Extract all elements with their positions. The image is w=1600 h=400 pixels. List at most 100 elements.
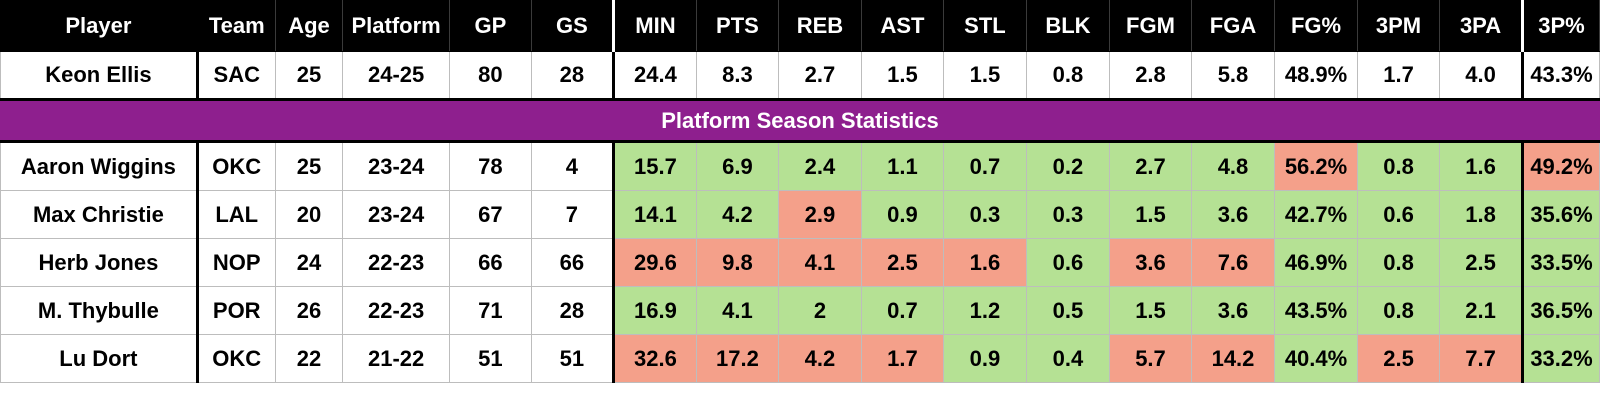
cell-fga: 3.6 (1190, 286, 1276, 335)
col-header-ast[interactable]: AST (860, 0, 944, 52)
col-header-stl[interactable]: STL (942, 0, 1027, 52)
cell-fg-pct: 40.4% (1273, 334, 1359, 383)
cell-gp: 78 (448, 141, 532, 191)
col-header-blk[interactable]: BLK (1025, 0, 1110, 52)
target-cell-ast: 1.5 (860, 51, 944, 101)
cell-player: Max Christie (0, 190, 199, 239)
cell-gs: 28 (530, 286, 614, 335)
cell-stl: 0.9 (942, 334, 1027, 383)
cell-age: 24 (274, 238, 344, 287)
col-header-3pm[interactable]: 3PM (1357, 0, 1441, 52)
target-cell-age: 25 (274, 51, 344, 101)
cell-blk: 0.4 (1025, 334, 1110, 383)
cell-stl: 0.7 (942, 141, 1027, 191)
col-header-3p-pct[interactable]: 3P% (1521, 0, 1600, 52)
col-header-platform[interactable]: Platform (342, 0, 450, 52)
target-cell-reb: 2.7 (777, 51, 862, 101)
section-title: Platform Season Statistics (0, 99, 1600, 143)
col-header-team[interactable]: Team (196, 0, 276, 52)
cell-age: 22 (274, 334, 344, 383)
cell-min: 15.7 (611, 141, 697, 191)
col-header-player[interactable]: Player (0, 0, 199, 52)
cell-ast: 2.5 (860, 238, 944, 287)
cell-min: 32.6 (611, 334, 697, 383)
comparables-body: Aaron Wiggins OKC 25 23-24 78 4 15.7 6.9 2.4 1.1 0… (0, 141, 1600, 383)
cell-fga: 14.2 (1190, 334, 1276, 383)
table-row: Herb Jones NOP 24 22-23 66 66 29.6 9.8 4.1 2.5 1.6… (0, 238, 1600, 287)
cell-stl: 1.6 (942, 238, 1027, 287)
cell-blk: 0.6 (1025, 238, 1110, 287)
col-header-fg-pct[interactable]: FG% (1273, 0, 1359, 52)
table-row: M. Thybulle POR 26 22-23 71 28 16.9 4.1 2 0.7 1.2 0… (0, 286, 1600, 335)
target-cell-blk: 0.8 (1025, 51, 1110, 101)
cell-3pm: 0.6 (1357, 190, 1441, 239)
target-cell-platform: 24-25 (342, 51, 450, 101)
cell-gp: 67 (448, 190, 532, 239)
target-cell-pts: 8.3 (695, 51, 779, 101)
cell-gs: 7 (530, 190, 614, 239)
cell-3pm: 0.8 (1357, 238, 1441, 287)
cell-blk: 0.3 (1025, 190, 1110, 239)
cell-blk: 0.2 (1025, 141, 1110, 191)
col-header-reb[interactable]: REB (777, 0, 862, 52)
cell-team: NOP (196, 238, 276, 287)
cell-blk: 0.5 (1025, 286, 1110, 335)
cell-fg-pct: 56.2% (1273, 141, 1359, 191)
cell-ast: 1.7 (860, 334, 944, 383)
cell-stl: 0.3 (942, 190, 1027, 239)
cell-ast: 0.9 (860, 190, 944, 239)
cell-platform: 23-24 (342, 190, 450, 239)
cell-3p-pct: 33.5% (1521, 238, 1600, 287)
cell-reb: 4.2 (777, 334, 862, 383)
target-cell-gs: 28 (530, 51, 614, 101)
target-cell-3pm: 1.7 (1357, 51, 1441, 101)
col-header-age[interactable]: Age (274, 0, 344, 52)
target-cell-stl: 1.5 (942, 51, 1027, 101)
cell-3pa: 2.5 (1439, 238, 1524, 287)
target-cell-team: SAC (196, 51, 276, 101)
cell-3p-pct: 49.2% (1521, 141, 1600, 191)
cell-fga: 3.6 (1190, 190, 1276, 239)
cell-player: Aaron Wiggins (0, 141, 199, 191)
cell-3pa: 7.7 (1439, 334, 1524, 383)
cell-reb: 2 (777, 286, 862, 335)
cell-reb: 2.9 (777, 190, 862, 239)
cell-ast: 1.1 (860, 141, 944, 191)
cell-3pm: 2.5 (1357, 334, 1441, 383)
target-cell-gp: 80 (448, 51, 532, 101)
cell-player: M. Thybulle (0, 286, 199, 335)
cell-gs: 4 (530, 141, 614, 191)
cell-3pa: 1.6 (1439, 141, 1524, 191)
cell-platform: 23-24 (342, 141, 450, 191)
cell-3pm: 0.8 (1357, 286, 1441, 335)
cell-age: 25 (274, 141, 344, 191)
col-header-3pa[interactable]: 3PA (1439, 0, 1524, 52)
cell-age: 26 (274, 286, 344, 335)
cell-player: Lu Dort (0, 334, 199, 383)
cell-3pa: 1.8 (1439, 190, 1524, 239)
table-row: Max Christie LAL 20 23-24 67 7 14.1 4.2 2.9 0.9 0.… (0, 190, 1600, 239)
cell-fgm: 3.6 (1108, 238, 1192, 287)
cell-3p-pct: 35.6% (1521, 190, 1600, 239)
cell-platform: 22-23 (342, 238, 450, 287)
col-header-pts[interactable]: PTS (695, 0, 779, 52)
cell-team: LAL (196, 190, 276, 239)
col-header-gp[interactable]: GP (448, 0, 532, 52)
col-header-gs[interactable]: GS (530, 0, 614, 52)
table-row: Lu Dort OKC 22 21-22 51 51 32.6 17.2 4.2 1.7 0.9 0.… (0, 334, 1600, 383)
cell-3p-pct: 33.2% (1521, 334, 1600, 383)
cell-min: 16.9 (611, 286, 697, 335)
target-cell-fgm: 2.8 (1108, 51, 1192, 101)
cell-platform: 21-22 (342, 334, 450, 383)
cell-3p-pct: 36.5% (1521, 286, 1600, 335)
cell-gp: 66 (448, 238, 532, 287)
col-header-min[interactable]: MIN (611, 0, 697, 52)
col-header-fga[interactable]: FGA (1190, 0, 1276, 52)
col-header-fgm[interactable]: FGM (1108, 0, 1192, 52)
cell-ast: 0.7 (860, 286, 944, 335)
cell-pts: 4.2 (695, 190, 779, 239)
cell-fgm: 1.5 (1108, 190, 1192, 239)
cell-fg-pct: 42.7% (1273, 190, 1359, 239)
cell-age: 20 (274, 190, 344, 239)
cell-fgm: 5.7 (1108, 334, 1192, 383)
